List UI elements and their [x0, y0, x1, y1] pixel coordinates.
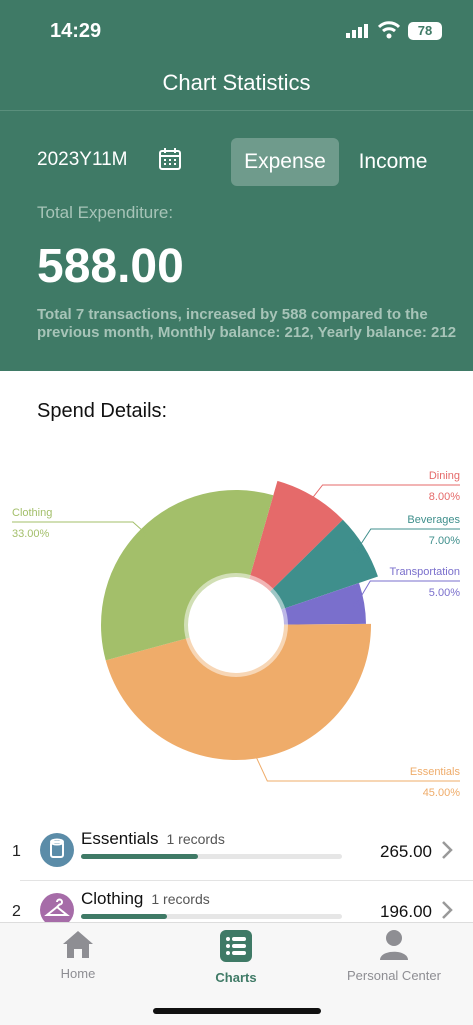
pie-slice-essentials: [105, 623, 372, 760]
category-progress-bar: [81, 914, 342, 919]
chevron-right-icon: [442, 841, 453, 859]
tab-income[interactable]: Income: [358, 150, 428, 173]
leader-line: [252, 750, 460, 782]
header-divider: [0, 110, 473, 111]
leader-line: [355, 580, 460, 605]
category-rank: 1: [12, 843, 21, 860]
summary-panel: 2023Y11M Expense Income Total Expenditur…: [0, 111, 473, 371]
status-bar: 14:29 78: [0, 0, 473, 64]
list-icon: [220, 930, 252, 962]
category-name: Clothing 1 records: [81, 889, 210, 909]
tab-home-label: Home: [60, 966, 96, 981]
battery-icon: 78: [408, 22, 442, 40]
slice-value-label: 8.00%: [429, 491, 460, 503]
total-amount: 588.00: [37, 240, 184, 293]
category-row[interactable]: 1 Essentials 1 records 265.00: [0, 820, 473, 880]
toilet-paper-icon: [40, 833, 74, 867]
category-records: 1 records: [166, 831, 225, 847]
battery-level: 78: [417, 23, 433, 38]
category-progress-fill: [81, 854, 199, 859]
category-name: Essentials 1 records: [81, 829, 225, 849]
wifi-icon: [378, 21, 400, 39]
category-name-text: Clothing: [81, 889, 144, 908]
leader-dot: [250, 747, 257, 754]
tab-bar: Home Charts Personal Center: [0, 922, 473, 1025]
category-amount: 196.00: [380, 902, 432, 921]
hanger-icon: [40, 893, 74, 927]
slice-label: Transportation: [389, 566, 460, 578]
page-title: Chart Statistics: [162, 70, 311, 95]
home-icon: [63, 931, 93, 958]
category-name-text: Essentials: [81, 829, 159, 848]
category-records: 1 records: [151, 891, 210, 907]
tab-expense[interactable]: Expense: [231, 138, 339, 186]
tab-charts-label: Charts: [215, 970, 257, 985]
status-time: 14:29: [50, 20, 102, 42]
tab-home[interactable]: Home: [38, 929, 118, 981]
leader-line: [12, 521, 148, 535]
spend-pie-chart: Dining 8.00% Beverages 7.00% Transportation 5…: [12, 470, 461, 799]
category-rank: 2: [12, 903, 21, 920]
donut-ring: [184, 573, 288, 677]
chevron-right-icon: [442, 901, 453, 919]
home-indicator: [153, 1008, 321, 1014]
category-amount: 265.00: [380, 842, 432, 861]
slice-label: Essentials: [410, 766, 461, 778]
slice-value-label: 45.00%: [423, 787, 461, 799]
row-divider: [20, 880, 473, 881]
slice-value-label: 7.00%: [429, 535, 460, 547]
total-label: Total Expenditure:: [37, 203, 174, 222]
summary-description: Total 7 transactions, increased by 588 c…: [37, 306, 457, 341]
leader-line: [356, 528, 460, 551]
pie-slice-dining: [249, 480, 343, 592]
tab-personal-center-label: Personal Center: [347, 968, 441, 983]
donut-hole: [196, 585, 276, 665]
slice-value-label: 33.00%: [12, 528, 50, 540]
slice-label: Clothing: [12, 507, 52, 519]
spend-details-title: Spend Details:: [37, 400, 168, 422]
leader-line: [308, 484, 460, 504]
slice-value-label: 5.00%: [429, 587, 460, 599]
calendar-icon[interactable]: [158, 147, 182, 171]
person-icon: [380, 930, 408, 960]
category-progress-fill: [81, 914, 168, 919]
cellular-signal-icon: [346, 24, 368, 38]
tab-charts[interactable]: Charts: [196, 929, 276, 985]
category-progress-bar: [81, 854, 342, 859]
slice-label: Dining: [429, 470, 460, 482]
slice-label: Beverages: [407, 514, 460, 526]
category-row[interactable]: 2 Clothing 1 records 196.00: [0, 880, 473, 940]
tab-personal-center[interactable]: Personal Center: [339, 929, 449, 983]
nav-header: Chart Statistics: [0, 64, 473, 110]
pie-slice-transportation: [281, 582, 366, 625]
pie-slice-beverages: [270, 519, 378, 610]
month-selector[interactable]: 2023Y11M: [37, 149, 128, 170]
